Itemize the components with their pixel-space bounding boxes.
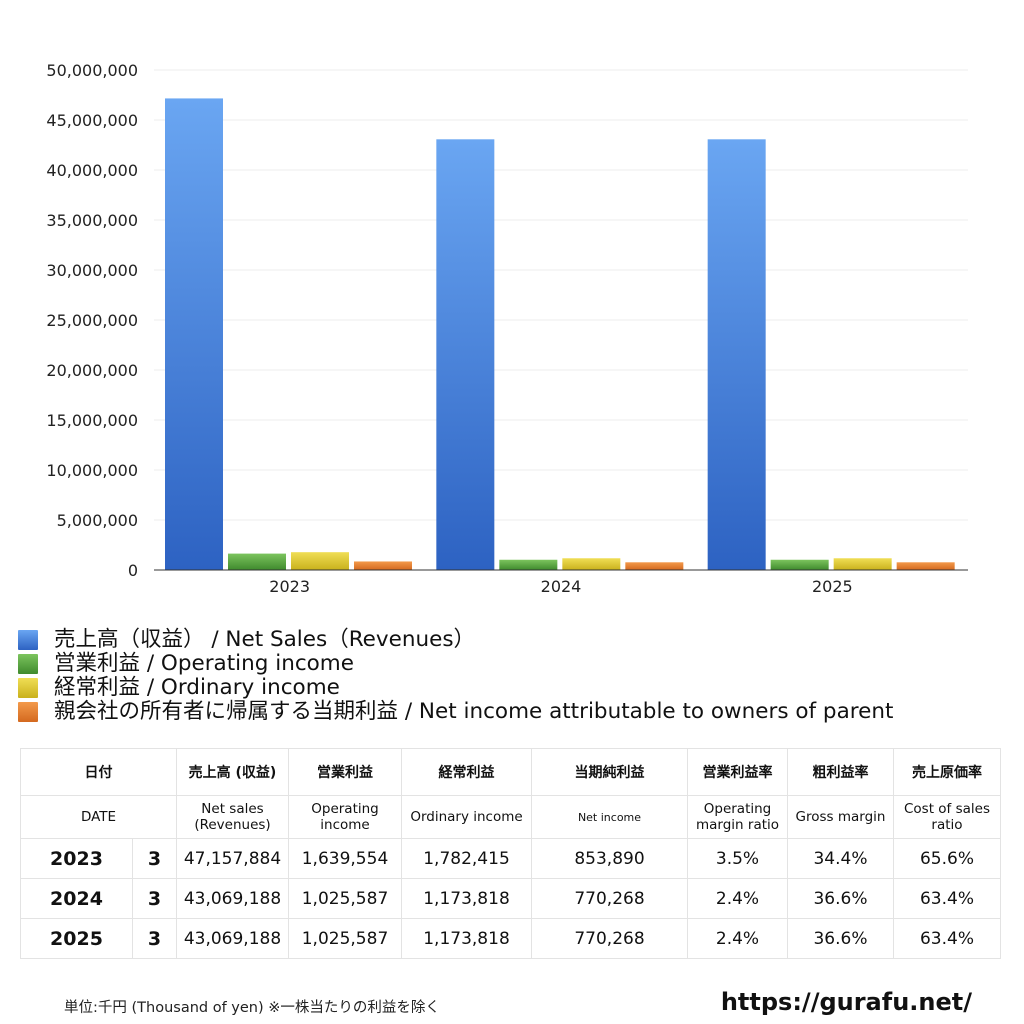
legend-label: 経常利益 / Ordinary income: [54, 675, 340, 700]
bar-net-sales-2023: [165, 98, 223, 571]
bar-operating-income-2025: [770, 559, 829, 570]
cell-cost-ratio: 63.4%: [893, 918, 1001, 959]
bar-net-income-2025: [896, 562, 955, 570]
cell-net-income: 770,268: [531, 878, 688, 919]
bar-operating-income-2024: [499, 559, 558, 570]
header-gross-margin-jp: 粗利益率: [787, 748, 894, 796]
cell-net-income: 853,890: [531, 838, 688, 879]
legend-item-operating-income: 営業利益 / Operating income: [18, 652, 1018, 676]
legend-swatch-net-sales: [18, 630, 38, 650]
legend-swatch-ordinary-income: [18, 678, 38, 698]
bar-net-sales-2024: [436, 139, 495, 571]
table-header-jp: 日付 売上高 (収益) 営業利益 経常利益 当期純利益 営業利益率 粗利益率 売…: [20, 748, 1001, 796]
table-row: 2024 3 43,069,188 1,025,587 1,173,818 77…: [20, 878, 1001, 919]
y-tick-label: 30,000,000: [46, 261, 138, 280]
x-tick-label: 2023: [269, 577, 310, 596]
cell-net-sales: 47,157,884: [176, 838, 289, 879]
table-row: 2025 3 43,069,188 1,025,587 1,173,818 77…: [20, 918, 1001, 959]
header-ordinary-jp: 経常利益: [401, 748, 532, 796]
header-date-jp: 日付: [20, 748, 177, 796]
header-ordinary-en: Ordinary income: [401, 795, 532, 839]
header-operating-en: Operating income: [288, 795, 402, 839]
header-cost-ratio-en: Cost of sales ratio: [893, 795, 1001, 839]
unit-footnote: 単位:千円 (Thousand of yen) ※一株当たりの利益を除く: [64, 1000, 440, 1016]
cell-operating: 1,639,554: [288, 838, 402, 879]
bar-net-income-2023: [354, 561, 412, 570]
cell-op-margin: 2.4%: [687, 918, 788, 959]
gridlines: [154, 69, 968, 521]
cell-ordinary: 1,173,818: [401, 918, 532, 959]
y-tick-label: 10,000,000: [46, 461, 138, 480]
cell-cost-ratio: 63.4%: [893, 878, 1001, 919]
y-tick-label: 0: [128, 561, 138, 580]
y-tick-label: 35,000,000: [46, 211, 138, 230]
bar-operating-income-2023: [228, 553, 286, 570]
y-tick-label: 15,000,000: [46, 411, 138, 430]
legend-swatch-operating-income: [18, 654, 38, 674]
y-tick-label: 45,000,000: [46, 111, 138, 130]
header-gross-margin-en: Gross margin: [787, 795, 894, 839]
cell-net-sales: 43,069,188: [176, 918, 289, 959]
financial-data-table: 日付 売上高 (収益) 営業利益 経常利益 当期純利益 営業利益率 粗利益率 売…: [20, 748, 1001, 959]
cell-operating: 1,025,587: [288, 878, 402, 919]
cell-month: 3: [132, 918, 177, 959]
cell-gross-margin: 36.6%: [787, 918, 894, 959]
header-net-sales-jp: 売上高 (収益): [176, 748, 289, 796]
site-url[interactable]: https://gurafu.net/: [720, 988, 972, 1016]
header-cost-ratio-jp: 売上原価率: [893, 748, 1001, 796]
cell-ordinary: 1,782,415: [401, 838, 532, 879]
cell-year: 2025: [20, 918, 133, 959]
bar-net-sales-2025: [707, 139, 766, 571]
cell-month: 3: [132, 838, 177, 879]
cell-month: 3: [132, 878, 177, 919]
legend-label: 売上高（収益） / Net Sales（Revenues）: [54, 627, 476, 652]
cell-year: 2023: [20, 838, 133, 879]
y-tick-label: 5,000,000: [57, 511, 138, 530]
legend-label: 営業利益 / Operating income: [54, 651, 354, 676]
legend-item-net-income: 親会社の所有者に帰属する当期利益 / Net income attributab…: [18, 700, 1018, 724]
x-tick-label: 2025: [812, 577, 853, 596]
y-axis-ticks: 0 5,000,000 10,000,000 15,000,000 20,000,000…: [46, 61, 138, 580]
cell-gross-margin: 34.4%: [787, 838, 894, 879]
y-tick-label: 20,000,000: [46, 361, 138, 380]
cell-operating: 1,025,587: [288, 918, 402, 959]
legend-label: 親会社の所有者に帰属する当期利益 / Net income attributab…: [54, 699, 894, 724]
cell-net-income: 770,268: [531, 918, 688, 959]
y-tick-label: 50,000,000: [46, 61, 138, 80]
header-op-margin-jp: 営業利益率: [687, 748, 788, 796]
cell-cost-ratio: 65.6%: [893, 838, 1001, 879]
legend: 売上高（収益） / Net Sales（Revenues） 営業利益 / Ope…: [18, 628, 1018, 724]
bar-chart: 0 5,000,000 10,000,000 15,000,000 20,000,000…: [46, 61, 968, 596]
cell-net-sales: 43,069,188: [176, 878, 289, 919]
cell-op-margin: 2.4%: [687, 878, 788, 919]
table-row: 2023 3 47,157,884 1,639,554 1,782,415 85…: [20, 838, 1001, 879]
cell-ordinary: 1,173,818: [401, 878, 532, 919]
bar-ordinary-income-2024: [562, 558, 621, 570]
bar-net-income-2024: [625, 562, 684, 570]
x-tick-label: 2024: [541, 577, 582, 596]
legend-item-net-sales: 売上高（収益） / Net Sales（Revenues）: [18, 628, 1018, 652]
bars: [165, 98, 955, 571]
legend-swatch-net-income: [18, 702, 38, 722]
legend-item-ordinary-income: 経常利益 / Ordinary income: [18, 676, 1018, 700]
header-operating-jp: 営業利益: [288, 748, 402, 796]
cell-year: 2024: [20, 878, 133, 919]
header-op-margin-en: Operating margin ratio: [687, 795, 788, 839]
table-header-en: DATE Net sales (Revenues) Operating inco…: [20, 795, 1001, 839]
y-tick-label: 25,000,000: [46, 311, 138, 330]
header-date-en: DATE: [20, 795, 177, 839]
header-net-income-en: Net income: [531, 795, 688, 839]
header-net-income-jp: 当期純利益: [531, 748, 688, 796]
header-net-sales-en: Net sales (Revenues): [176, 795, 289, 839]
y-tick-label: 40,000,000: [46, 161, 138, 180]
bar-ordinary-income-2025: [833, 558, 892, 570]
bar-ordinary-income-2023: [291, 552, 349, 570]
cell-gross-margin: 36.6%: [787, 878, 894, 919]
cell-op-margin: 3.5%: [687, 838, 788, 879]
x-axis-labels: 2023 2024 2025: [269, 577, 852, 596]
